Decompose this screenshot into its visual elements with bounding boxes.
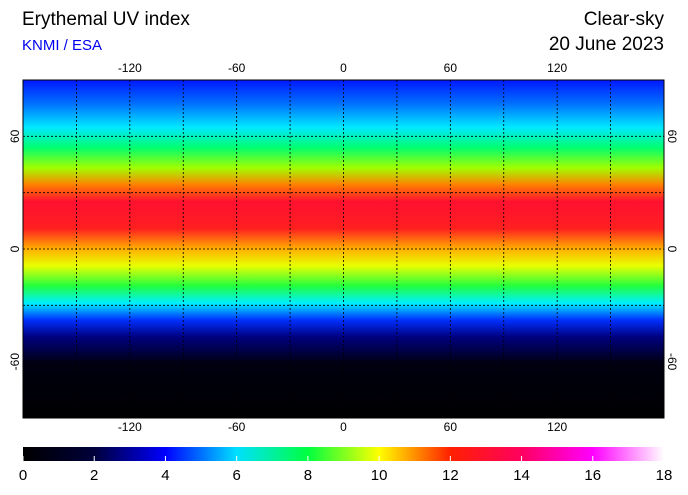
- lat-label-right: -60: [665, 353, 679, 371]
- colorbar-label: 14: [513, 467, 530, 484]
- lat-label-right: 60: [665, 130, 679, 144]
- colorbar-label: 10: [371, 467, 388, 484]
- lat-label-left: -60: [8, 353, 22, 371]
- colorbar-label: 12: [442, 467, 459, 484]
- lon-label-top: 0: [340, 61, 347, 75]
- lon-label-bottom: 60: [444, 420, 458, 434]
- lat-label-right: 0: [665, 246, 679, 253]
- colorbar-label: 18: [656, 467, 673, 484]
- colorbar-label: 16: [584, 467, 601, 484]
- title: Erythemal UV index: [22, 9, 190, 30]
- lon-label-bottom: -60: [228, 420, 246, 434]
- lon-label-bottom: -120: [118, 420, 142, 434]
- date: 20 June 2023: [549, 34, 664, 55]
- colorbar-label: 8: [304, 467, 312, 484]
- lat-label-left: 60: [8, 129, 22, 143]
- condition: Clear-sky: [584, 9, 665, 30]
- colorbar-label: 2: [90, 467, 98, 484]
- lon-label-top: -120: [118, 61, 142, 75]
- colorbar: [23, 447, 664, 461]
- lon-label-bottom: 120: [547, 420, 567, 434]
- lon-label-top: 120: [547, 61, 567, 75]
- lon-label-bottom: 0: [340, 420, 347, 434]
- lon-label-top: 60: [444, 61, 458, 75]
- colorbar-label: 0: [19, 467, 27, 484]
- lat-label-left: 0: [8, 245, 22, 252]
- map-frame: [22, 79, 665, 419]
- colorbar-label: 6: [232, 467, 240, 484]
- colorbar-label: 4: [161, 467, 169, 484]
- source: KNMI / ESA: [22, 37, 102, 54]
- lon-label-top: -60: [228, 61, 246, 75]
